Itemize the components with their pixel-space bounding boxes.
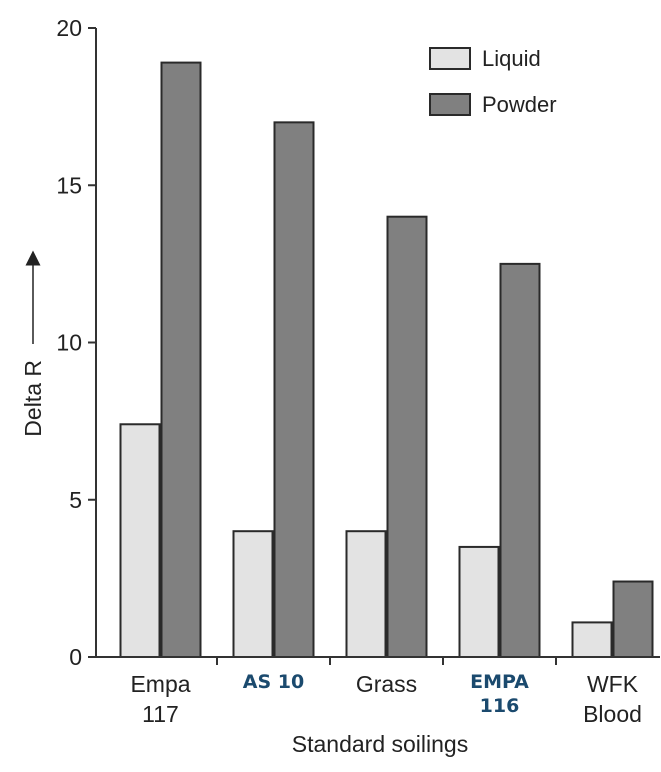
x-tick-label-0-0: Empa: [130, 671, 190, 697]
bar-powder-2: [386, 215, 428, 658]
y-tick-label: 15: [56, 172, 82, 198]
legend-swatch-powder: [429, 93, 471, 116]
y-axis-title-group: Delta R: [20, 250, 46, 437]
bar-liquid-3: [458, 545, 500, 658]
legend-swatch-liquid: [429, 47, 471, 70]
legend-label-liquid: Liquid: [482, 46, 541, 71]
bar-powder-4: [612, 580, 654, 659]
bar-powder-0: [160, 61, 202, 659]
x-tick-label-3-1: 116: [480, 695, 520, 717]
y-axis-title: Delta R: [20, 360, 46, 437]
bar-liquid-1: [232, 530, 274, 659]
y-tick-label: 10: [56, 330, 82, 356]
x-tick-label-4-1: Blood: [583, 701, 642, 727]
y-ticks: 0 5 10 15 20: [56, 15, 96, 670]
bar-liquid-4: [571, 621, 613, 659]
x-axis-title: Standard soilings: [292, 731, 468, 757]
bar-liquid-0: [119, 423, 161, 658]
x-tick-label-2-0: Grass: [356, 671, 417, 697]
y-tick-label: 0: [69, 644, 82, 670]
x-tick-label-4-0: WFK: [587, 671, 639, 697]
bars-layer: [119, 61, 654, 659]
bar-powder-3: [499, 262, 541, 658]
bar-powder-1: [273, 121, 315, 659]
x-tick-label-3-0: EMPA: [470, 671, 529, 693]
x-tick-label-0-1: 117: [142, 701, 179, 727]
y-tick-label: 20: [56, 15, 82, 41]
bar-liquid-2: [345, 530, 387, 659]
x-tick-label-1-0: AS 10: [243, 671, 304, 693]
legend-label-powder: Powder: [482, 92, 557, 117]
y-tick-label: 5: [69, 487, 82, 513]
legend: Liquid Powder: [429, 46, 557, 117]
x-ticks: [216, 657, 557, 665]
